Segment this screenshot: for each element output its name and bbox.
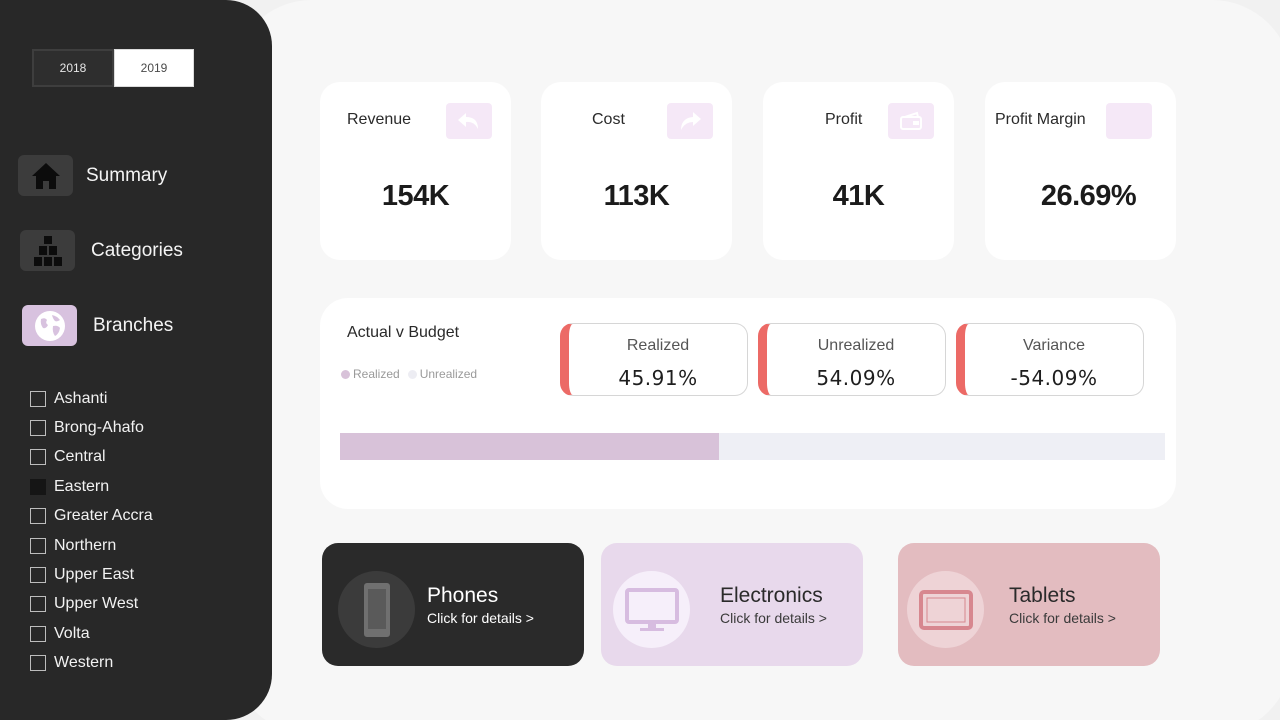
year-button-2019[interactable]: 2019 (114, 49, 194, 87)
monitor-icon (613, 571, 690, 648)
nav-branches-label: Branches (93, 314, 174, 336)
branch-item-eastern[interactable]: Eastern (30, 472, 153, 501)
branch-label: Central (54, 448, 106, 466)
branch-label: Upper West (54, 595, 139, 613)
category-card-phones[interactable]: Phones Click for details > (322, 543, 584, 666)
actual-vs-budget-card: Actual v Budget Realized Unrealized Real… (320, 298, 1176, 509)
kpi-card-cost: Cost 113K (541, 82, 732, 260)
stat-card-variance: Variance -54.09% (956, 323, 1144, 396)
legend-label-realized: Realized (353, 367, 400, 381)
category-link[interactable]: Click for details > (720, 610, 827, 626)
category-link[interactable]: Click for details > (427, 610, 534, 626)
branch-item-central[interactable]: Central (30, 443, 153, 472)
checkbox[interactable] (30, 625, 46, 642)
stat-label: Realized (626, 337, 690, 354)
checkbox[interactable] (30, 567, 46, 584)
legend-dot-unrealized (407, 369, 417, 379)
stat-label: Unrealized (817, 337, 895, 354)
stat-value: 45.91% (618, 366, 698, 390)
branch-item-volta[interactable]: Volta (30, 619, 153, 648)
branch-label: Eastern (54, 477, 110, 495)
year-selector: 2018 2019 (32, 49, 194, 87)
kpi-value: 113K (603, 180, 670, 212)
checkbox[interactable] (30, 508, 46, 525)
category-title: Tablets (1009, 584, 1076, 607)
branch-label: Ashanti (54, 389, 108, 407)
sidebar: 2018 2019 Summary Categories Branch (0, 0, 272, 720)
checkbox[interactable] (30, 449, 46, 466)
stat-value: 54.09% (816, 366, 896, 390)
tablet-icon (907, 571, 984, 648)
category-title: Phones (427, 584, 499, 607)
legend-dot-realized (341, 369, 350, 379)
kpi-label: Profit Margin (995, 111, 1086, 128)
year-button-2018[interactable]: 2018 (32, 49, 114, 87)
blank-icon (1106, 103, 1152, 139)
branch-label: Greater Accra (54, 507, 153, 525)
kpi-value: 41K (832, 180, 885, 212)
checkbox[interactable] (30, 420, 46, 437)
kpi-label: Profit (825, 111, 863, 128)
home-icon (18, 155, 73, 196)
phone-icon (338, 571, 415, 648)
kpi-value: 154K (381, 180, 450, 212)
nav-summary[interactable]: Summary (18, 155, 167, 196)
branch-item-ashanti[interactable]: Ashanti (30, 384, 153, 413)
branch-label: Volta (54, 624, 90, 642)
branch-item-western[interactable]: Western (30, 649, 153, 678)
branch-label: Brong-Ahafo (54, 419, 144, 437)
branch-filter-list: Ashanti Brong-Ahafo Central Eastern Grea… (30, 384, 153, 678)
category-link[interactable]: Click for details > (1009, 610, 1116, 626)
branch-item-upper-west[interactable]: Upper West (30, 590, 153, 619)
branch-item-greater-accra[interactable]: Greater Accra (30, 502, 153, 531)
category-title: Electronics (720, 584, 823, 607)
branch-label: Western (54, 654, 114, 672)
kpi-card-revenue: Revenue 154K (320, 82, 511, 260)
branch-item-brong-ahafo[interactable]: Brong-Ahafo (30, 413, 153, 442)
branch-label: Northern (54, 536, 117, 554)
budget-title: Actual v Budget (347, 324, 460, 341)
nav-branches[interactable]: Branches (22, 305, 173, 346)
checkbox[interactable] (30, 596, 46, 613)
stat-label: Variance (1023, 337, 1085, 354)
category-card-electronics[interactable]: Electronics Click for details > (601, 543, 863, 666)
checkbox[interactable] (30, 655, 46, 672)
wallet-icon (888, 103, 934, 139)
budget-legend: Realized Unrealized (341, 367, 477, 381)
category-card-tablets[interactable]: Tablets Click for details > (898, 543, 1160, 666)
checkbox[interactable] (30, 537, 46, 554)
nav-summary-label: Summary (86, 164, 168, 186)
kpi-label: Revenue (347, 111, 412, 128)
kpi-label: Cost (592, 111, 625, 128)
budget-progress-bar (340, 433, 1165, 460)
branch-item-upper-east[interactable]: Upper East (30, 560, 153, 589)
boxes-icon (20, 230, 75, 271)
kpi-value: 26.69% (1040, 180, 1137, 212)
checkbox[interactable] (30, 390, 46, 407)
checkbox-checked[interactable] (30, 478, 46, 495)
undo-arrow-icon (446, 103, 492, 139)
stat-card-realized: Realized 45.91% (560, 323, 748, 396)
budget-progress-fill-realized (340, 433, 719, 460)
branch-label: Upper East (54, 566, 135, 584)
stat-value: -54.09% (1010, 366, 1098, 390)
kpi-card-profit-margin: Profit Margin 26.69% (985, 82, 1176, 260)
kpi-card-profit: Profit 41K (763, 82, 954, 260)
legend-label-unrealized: Unrealized (419, 367, 478, 381)
stat-card-unrealized: Unrealized 54.09% (758, 323, 946, 396)
nav-categories[interactable]: Categories (20, 230, 183, 271)
globe-icon (22, 305, 77, 346)
branch-item-northern[interactable]: Northern (30, 531, 153, 560)
redo-arrow-icon (667, 103, 713, 139)
nav-categories-label: Categories (91, 239, 183, 261)
